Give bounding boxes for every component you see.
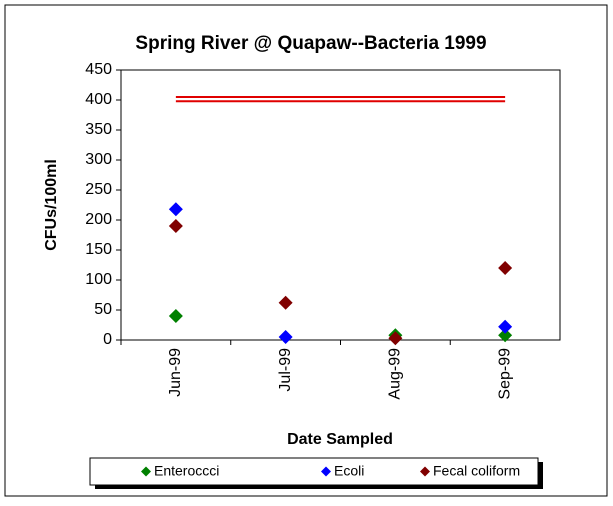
x-tick-label: Jun-99 [167,348,184,397]
y-tick-label: 450 [85,61,112,78]
x-tick-label: Jul-99 [277,348,294,392]
marker [168,309,183,323]
x-tick-label: Aug-99 [387,348,404,400]
x-tick-label: Sep-99 [496,348,513,400]
marker [388,331,403,346]
legend-label: Enteroccci [154,463,219,479]
y-tick-label: 50 [94,301,112,318]
y-tick-label: 150 [85,241,112,258]
y-tick-label: 0 [103,331,112,348]
legend-label: Ecoli [334,463,364,479]
marker [498,261,513,275]
legend [89,457,539,486]
y-tick-label: 100 [85,271,112,288]
legend-marker [141,466,151,477]
marker [498,319,513,334]
y-tick-label: 200 [85,211,112,228]
y-tick-label: 300 [85,151,112,168]
x-axis-label: Date Sampled [287,431,393,448]
legend-label: Fecal coliform [433,463,520,479]
y-tick-label: 400 [85,91,112,108]
legend-marker [321,466,331,477]
marker [278,295,293,310]
y-tick-label: 350 [85,121,112,138]
y-tick-label: 250 [85,181,112,198]
marker [168,202,183,217]
legend-marker [420,466,430,477]
y-axis-label: CFUs/100ml [43,159,60,251]
chart-title: Spring River @ Quapaw--Bacteria 1999 [135,33,486,54]
marker [278,330,293,344]
marker [168,219,183,233]
marker [498,328,513,343]
plot-area [120,69,561,341]
